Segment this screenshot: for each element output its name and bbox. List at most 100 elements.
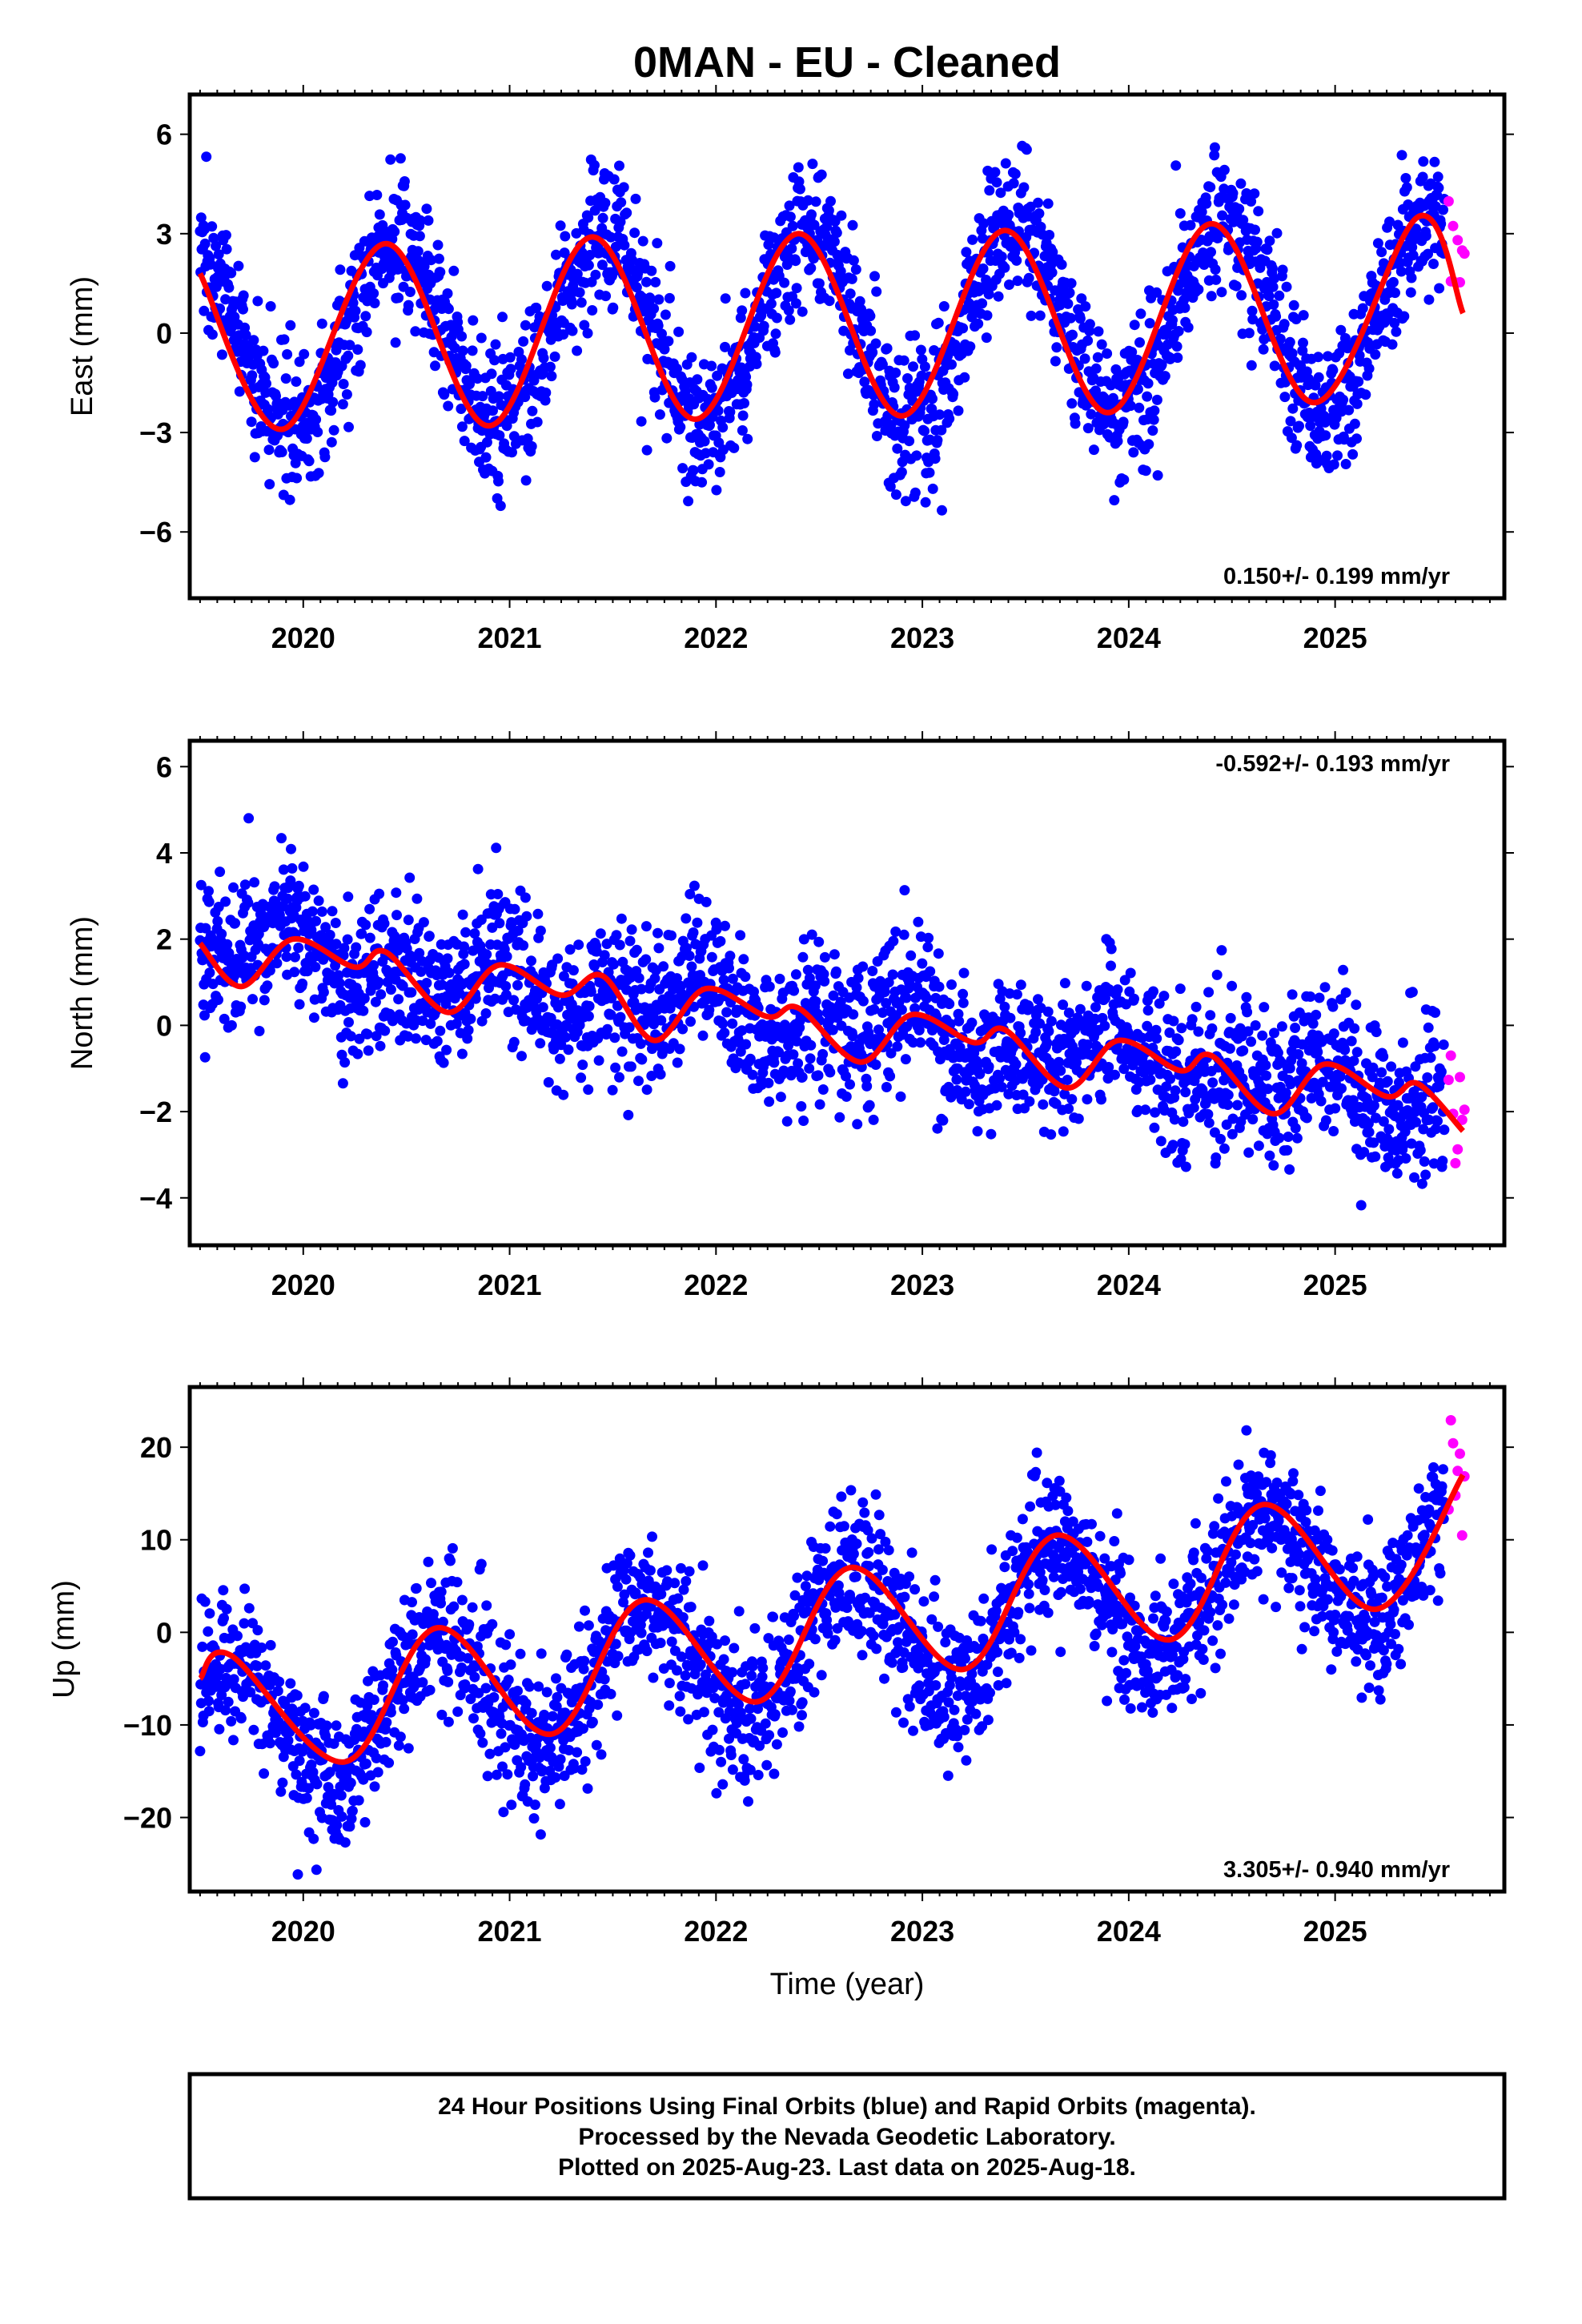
final-orbit-point (883, 977, 894, 988)
final-orbit-point (1378, 1051, 1389, 1062)
final-orbit-point (442, 288, 453, 299)
final-orbit-point (871, 431, 882, 441)
x-tick-label: 2021 (477, 1269, 541, 1301)
final-orbit-point (909, 1003, 921, 1014)
final-orbit-point (1196, 207, 1207, 218)
final-orbit-point (308, 1012, 319, 1023)
final-orbit-point (797, 306, 808, 317)
final-orbit-point (362, 1028, 373, 1039)
final-orbit-point (257, 910, 267, 921)
final-orbit-point (335, 264, 346, 275)
final-orbit-point (763, 239, 774, 250)
final-orbit-point (1275, 333, 1286, 344)
final-orbit-point (983, 1061, 994, 1072)
y-tick-label: −4 (139, 1182, 172, 1215)
final-orbit-point (1327, 364, 1339, 376)
final-orbit-point (1193, 1026, 1204, 1037)
final-orbit-point (630, 193, 641, 204)
final-orbit-point (1268, 299, 1279, 310)
final-orbit-point (954, 1042, 966, 1053)
final-orbit-point (944, 999, 955, 1010)
final-orbit-point (1399, 311, 1410, 322)
final-orbit-point (973, 318, 984, 329)
final-orbit-point (411, 1033, 421, 1044)
final-orbit-point (235, 1713, 247, 1724)
final-orbit-point (443, 400, 454, 412)
final-orbit-point (313, 895, 324, 907)
final-orbit-point (212, 915, 223, 927)
final-orbit-point (522, 433, 533, 444)
final-orbit-point (363, 1045, 374, 1056)
final-orbit-point (211, 240, 222, 251)
final-orbit-point (877, 1007, 888, 1018)
final-orbit-point (899, 420, 910, 431)
final-orbit-point (704, 1004, 715, 1015)
final-orbit-point (1062, 1075, 1073, 1085)
final-orbit-point (248, 335, 259, 346)
final-orbit-point (264, 479, 275, 490)
final-orbit-point (1223, 1089, 1234, 1100)
final-orbit-point (865, 311, 876, 322)
final-orbit-point (661, 432, 673, 444)
final-orbit-point (442, 953, 453, 964)
final-orbit-point (673, 326, 685, 337)
final-orbit-point (920, 497, 931, 508)
final-orbit-point (426, 255, 436, 266)
final-orbit-point (881, 1082, 892, 1092)
final-orbit-point (1317, 1076, 1328, 1088)
final-orbit-point (846, 273, 857, 284)
final-orbit-point (1010, 168, 1021, 179)
final-orbit-point (216, 1690, 227, 1701)
final-orbit-point (790, 298, 801, 309)
final-orbit-point (531, 302, 542, 313)
final-orbit-point (220, 896, 231, 907)
final-orbit-point (1062, 298, 1074, 309)
final-orbit-point (1211, 274, 1222, 285)
final-orbit-point (999, 1001, 1010, 1012)
final-orbit-point (816, 169, 827, 180)
final-orbit-point (1191, 1001, 1202, 1012)
final-orbit-point (724, 963, 734, 974)
final-orbit-point (611, 930, 622, 941)
final-orbit-point (741, 372, 752, 383)
final-orbit-point (558, 971, 569, 982)
final-orbit-point (1038, 1099, 1049, 1110)
final-orbit-point (982, 310, 993, 321)
final-orbit-point (432, 239, 444, 251)
final-orbit-point (895, 1091, 906, 1102)
final-orbit-point (1281, 281, 1292, 292)
final-orbit-point (1210, 264, 1221, 275)
final-orbit-point (1082, 1039, 1094, 1050)
final-orbit-point (331, 939, 342, 950)
final-orbit-point (302, 966, 313, 977)
y-tick-label: 2 (156, 923, 172, 956)
final-orbit-point (1172, 352, 1183, 364)
final-orbit-point (535, 1038, 546, 1049)
final-orbit-point (563, 1044, 574, 1055)
final-orbit-point (468, 315, 479, 326)
final-orbit-point (1142, 378, 1154, 389)
final-orbit-point (1284, 1164, 1295, 1175)
final-orbit-point (1349, 1023, 1360, 1034)
final-orbit-point (1074, 1003, 1086, 1015)
final-orbit-point (334, 978, 345, 989)
final-orbit-point (1346, 1035, 1357, 1047)
final-orbit-point (1054, 1056, 1065, 1068)
final-orbit-point (1432, 1116, 1443, 1127)
final-orbit-point (264, 1738, 275, 1749)
final-orbit-point (1428, 1158, 1439, 1169)
final-orbit-point (495, 501, 506, 512)
final-orbit-point (1363, 363, 1375, 374)
final-orbit-point (596, 259, 608, 271)
final-orbit-point (345, 1031, 356, 1042)
final-orbit-point (294, 1755, 305, 1767)
final-orbit-point (879, 987, 890, 998)
x-tick-label: 2023 (890, 1269, 954, 1301)
final-orbit-point (771, 312, 782, 324)
final-orbit-point (1015, 979, 1026, 991)
final-orbit-point (395, 153, 406, 164)
final-orbit-point (597, 212, 608, 223)
final-orbit-point (393, 994, 404, 1005)
final-orbit-point (835, 266, 846, 277)
final-orbit-point (1211, 969, 1223, 980)
